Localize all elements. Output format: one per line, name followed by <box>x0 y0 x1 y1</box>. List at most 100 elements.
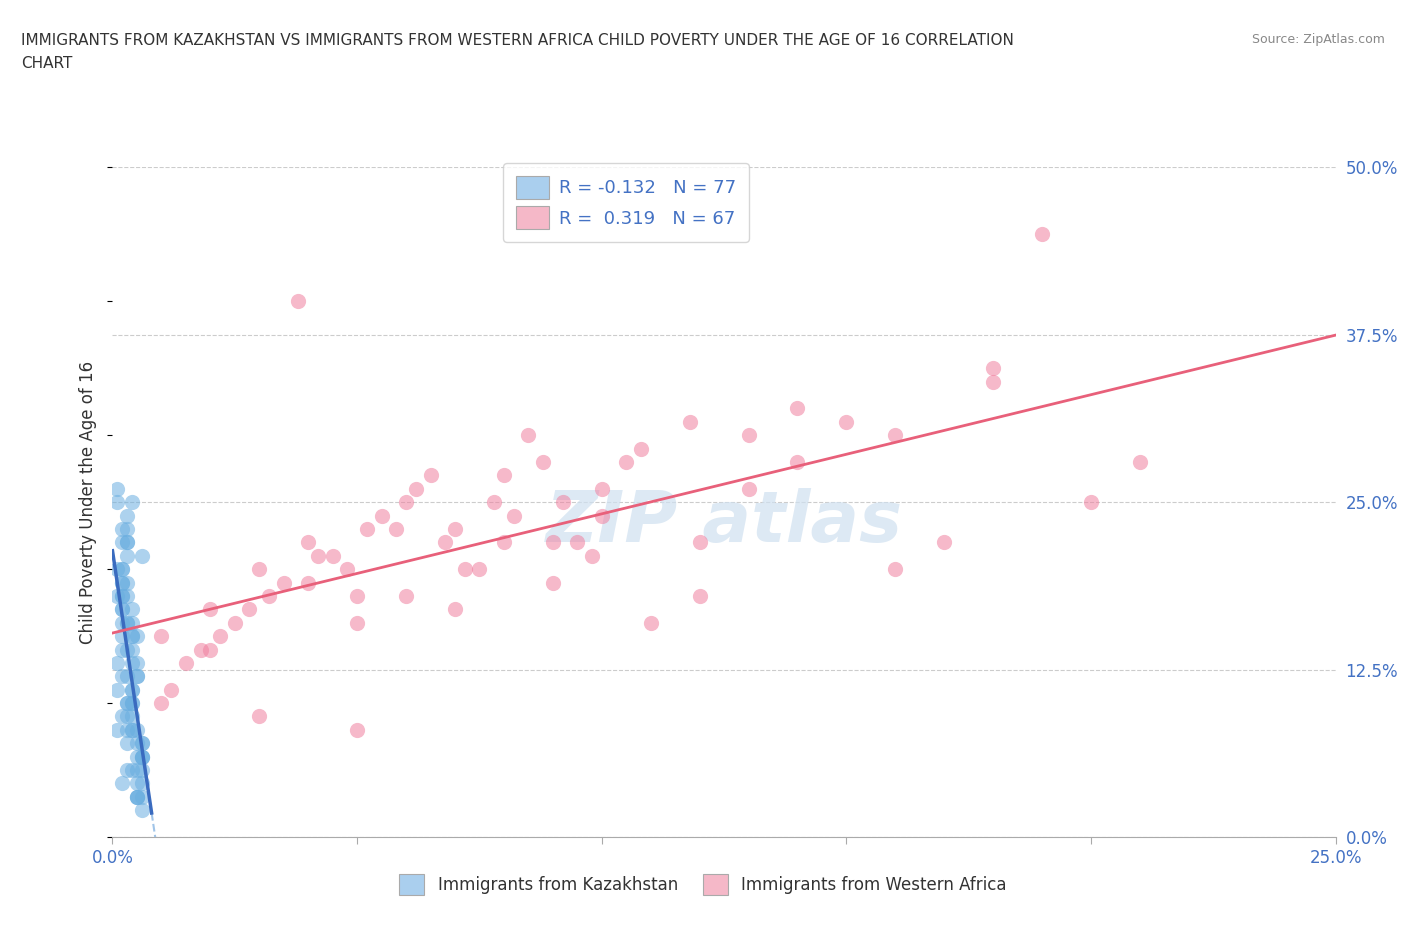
Point <box>346 616 368 631</box>
Point <box>689 535 711 550</box>
Point <box>115 709 138 724</box>
Point <box>111 562 134 577</box>
Point <box>884 562 907 577</box>
Point <box>125 629 148 644</box>
Point <box>1031 227 1053 242</box>
Point <box>247 562 270 577</box>
Point <box>468 562 491 577</box>
Point <box>131 803 153 817</box>
Point <box>297 535 319 550</box>
Point <box>257 589 280 604</box>
Point <box>111 575 134 590</box>
Point <box>121 616 143 631</box>
Point <box>160 683 183 698</box>
Text: ZIP atlas: ZIP atlas <box>546 488 903 557</box>
Point <box>689 589 711 604</box>
Point <box>517 428 540 443</box>
Point <box>115 723 138 737</box>
Text: IMMIGRANTS FROM KAZAKHSTAN VS IMMIGRANTS FROM WESTERN AFRICA CHILD POVERTY UNDER: IMMIGRANTS FROM KAZAKHSTAN VS IMMIGRANTS… <box>21 33 1014 47</box>
Point <box>111 669 134 684</box>
Point <box>121 642 143 657</box>
Point <box>131 736 153 751</box>
Point <box>121 629 143 644</box>
Point <box>591 482 613 497</box>
Point <box>111 535 134 550</box>
Point <box>121 683 143 698</box>
Point <box>111 589 134 604</box>
Point <box>115 549 138 564</box>
Point <box>111 776 134 790</box>
Point <box>224 616 246 631</box>
Point <box>786 455 808 470</box>
Point <box>121 696 143 711</box>
Point <box>395 589 418 604</box>
Point <box>121 656 143 671</box>
Point <box>150 629 173 644</box>
Point <box>200 602 222 617</box>
Point <box>121 495 143 510</box>
Point <box>111 709 134 724</box>
Point <box>150 696 173 711</box>
Point <box>105 482 128 497</box>
Point <box>482 495 505 510</box>
Point <box>131 790 153 804</box>
Point <box>1080 495 1102 510</box>
Point <box>105 723 128 737</box>
Text: CHART: CHART <box>21 56 73 71</box>
Point <box>370 508 392 523</box>
Point <box>131 750 153 764</box>
Point <box>111 562 134 577</box>
Point <box>115 696 138 711</box>
Point <box>131 736 153 751</box>
Point <box>419 468 441 483</box>
Point <box>105 562 128 577</box>
Point <box>115 535 138 550</box>
Point <box>884 428 907 443</box>
Point <box>125 723 148 737</box>
Point <box>434 535 457 550</box>
Point <box>125 776 148 790</box>
Point <box>115 696 138 711</box>
Point <box>356 522 378 537</box>
Point <box>981 374 1004 389</box>
Point <box>131 750 153 764</box>
Point <box>115 669 138 684</box>
Point <box>835 415 858 430</box>
Point <box>115 763 138 777</box>
Point <box>492 468 515 483</box>
Point <box>492 535 515 550</box>
Point <box>121 723 143 737</box>
Point <box>454 562 477 577</box>
Point <box>385 522 408 537</box>
Point <box>121 683 143 698</box>
Point <box>273 575 295 590</box>
Point <box>125 736 148 751</box>
Point <box>105 495 128 510</box>
Point <box>115 736 138 751</box>
Point <box>131 750 153 764</box>
Point <box>111 589 134 604</box>
Point <box>581 549 603 564</box>
Point <box>131 549 153 564</box>
Point <box>115 589 138 604</box>
Point <box>111 602 134 617</box>
Point <box>444 602 467 617</box>
Point <box>105 683 128 698</box>
Point <box>115 535 138 550</box>
Text: Source: ZipAtlas.com: Source: ZipAtlas.com <box>1251 33 1385 46</box>
Point <box>200 642 222 657</box>
Point <box>125 669 148 684</box>
Point <box>125 790 148 804</box>
Point <box>125 763 148 777</box>
Point <box>630 441 652 456</box>
Point <box>121 709 143 724</box>
Point <box>737 482 759 497</box>
Point <box>190 642 212 657</box>
Point <box>125 669 148 684</box>
Point <box>567 535 589 550</box>
Y-axis label: Child Poverty Under the Age of 16: Child Poverty Under the Age of 16 <box>79 361 97 644</box>
Point <box>336 562 359 577</box>
Point <box>121 723 143 737</box>
Point <box>105 656 128 671</box>
Point <box>346 589 368 604</box>
